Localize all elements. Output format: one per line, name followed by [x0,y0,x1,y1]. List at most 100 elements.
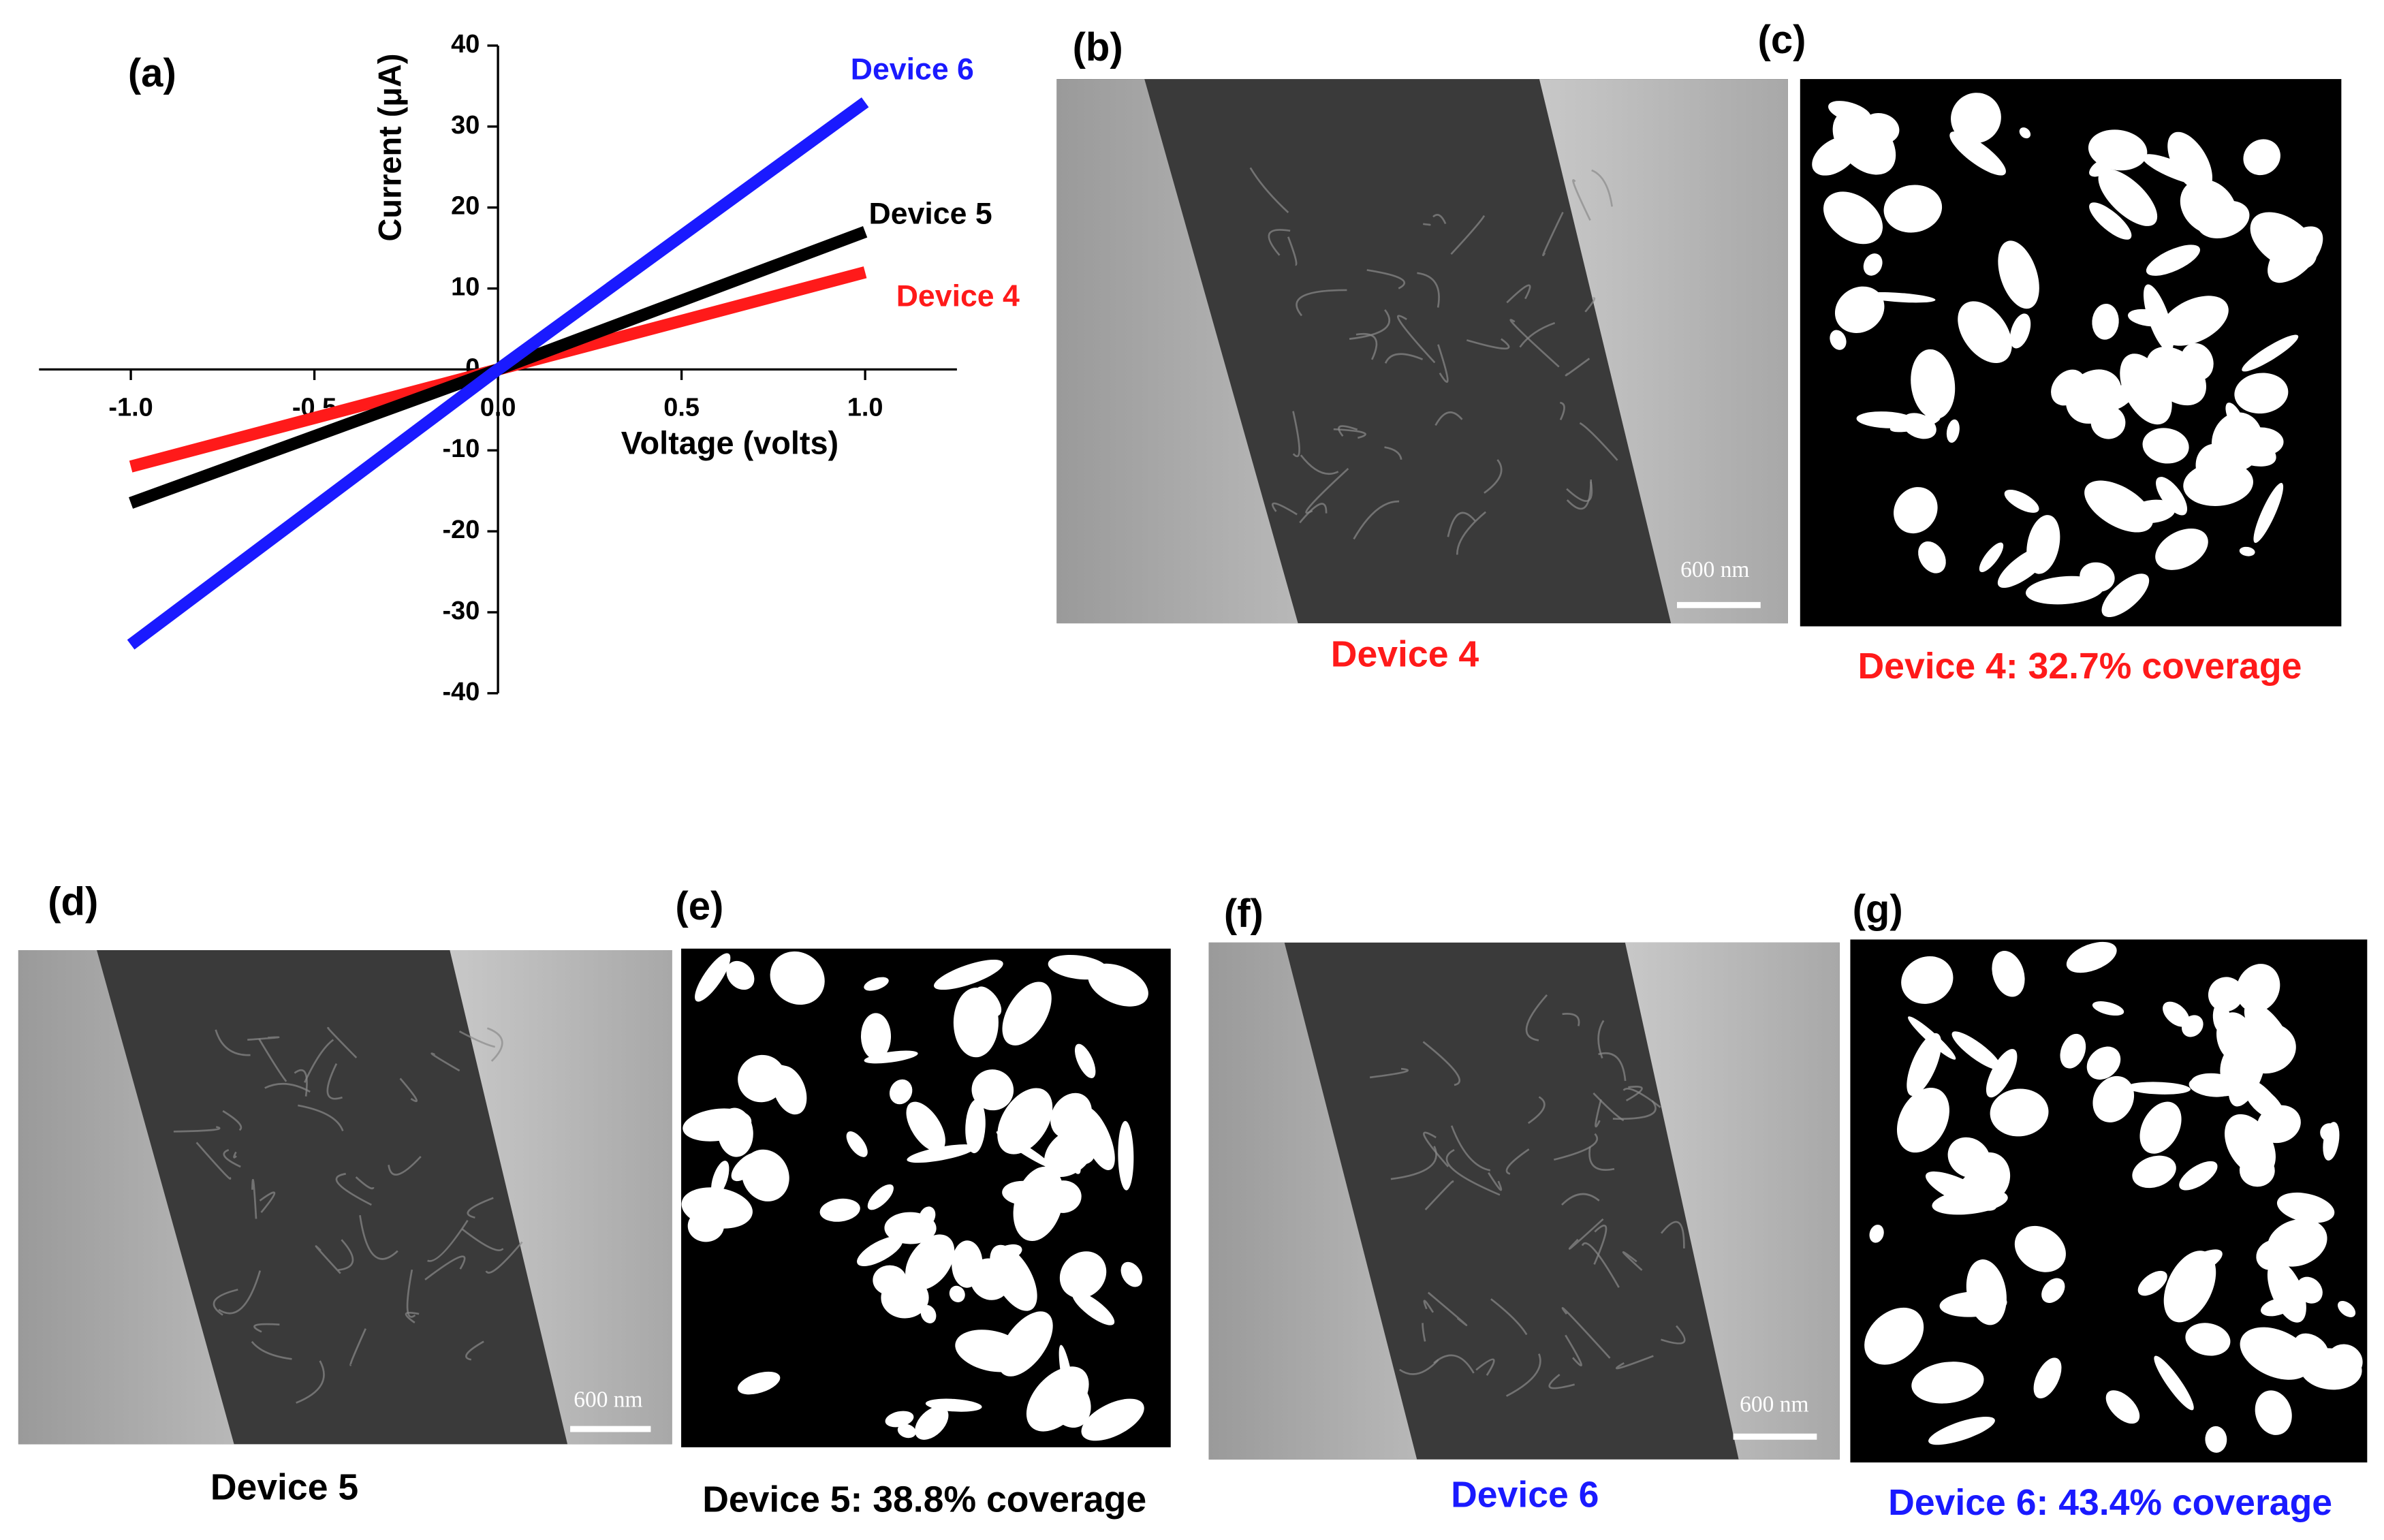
nanotube [1423,223,1431,226]
nanotube [1445,1149,1501,1196]
nanotube [215,1029,251,1056]
coverage-blob [2127,309,2168,327]
coverage-blob [953,988,999,1058]
coverage-blob [864,977,889,991]
nanotube [1593,1093,1625,1122]
nanotube [1299,503,1328,524]
coverage-blob [1986,1049,2018,1098]
nanotube [1300,454,1339,475]
coverage-blob [884,1212,937,1244]
coverage-blob [1911,349,1956,420]
nanotube [1422,1323,1426,1342]
coverage-blob [1049,1379,1091,1428]
y-tick-label: -30 [442,597,480,625]
nanotube [195,1142,232,1180]
nanotube [251,1178,257,1219]
coverage-blob [2300,1348,2362,1390]
nanotube [1249,167,1289,213]
nanotube [1579,422,1618,461]
nanotube [247,1036,280,1041]
coverage-blob [881,1276,929,1319]
nanotube [1661,1325,1686,1345]
nanotube [222,1110,242,1131]
coverage-blob [1863,253,1883,276]
nanotube [1519,321,1556,348]
coverage-blob [770,951,825,1005]
coverage-blob [2179,1161,2218,1191]
coverage-blob [1862,113,1900,144]
coverage-blob [965,1099,986,1154]
coverage-blob [2211,412,2263,472]
nanotube [1565,358,1590,377]
coverage-blob [1966,1152,2011,1202]
nanotube [486,1027,503,1062]
panel-image [1850,939,2368,1463]
coverage-blob [2041,1278,2065,1303]
nanotube [304,1039,334,1083]
nanotube [1396,315,1436,364]
coverage-blob [1896,1087,1949,1153]
coverage-blob [2004,489,2039,513]
panel-label: (e) [675,884,723,928]
coverage-blob [2267,1260,2306,1323]
coverage-blob [1072,1291,1115,1325]
panel-label: (g) [1853,887,1903,932]
scale-bar-label: 600 nm [1680,557,1749,582]
coverage-blob [2257,1105,2301,1144]
x-tick-label: 0.0 [480,393,516,422]
nanotube [1488,1172,1503,1191]
nanotube [1268,229,1291,256]
coverage-blob [772,1065,807,1115]
coverage-blob [998,1311,1053,1377]
coverage-blob [2183,461,2253,506]
nanotube [1432,214,1447,225]
nanotube [1505,1353,1541,1397]
nanotube [1598,1052,1627,1082]
coverage-blob [920,1304,937,1323]
coverage-blob [2156,477,2188,516]
nanotube [355,1176,375,1190]
nanotube [173,1126,221,1133]
nanotube [1565,1334,1582,1367]
electrode-right [1625,942,1840,1460]
nanotube [465,1340,484,1361]
nanotube [1434,411,1463,426]
nanotube [1506,284,1531,304]
coverage-blob [1869,1225,1884,1243]
x-tick-label: -1.0 [108,393,153,422]
nanotube [1548,1374,1575,1389]
coverage-blob [2155,528,2208,570]
coverage-blob [1951,1031,2001,1070]
nanotube [1562,1013,1580,1026]
nanotube [1422,1041,1461,1086]
coverage-blob [2101,573,2150,618]
nanotube [213,1289,238,1316]
y-tick-label: -20 [442,516,480,544]
coverage-blob [1118,1120,1134,1191]
coverage-blob [984,1083,1003,1103]
coverage-blob [1949,131,2006,176]
coverage-blob [695,953,731,1002]
coverage-blob [2108,378,2141,410]
nanotube [427,1219,469,1262]
coverage-blob [2014,1225,2066,1272]
nanotube [461,1228,504,1251]
coverage-blob [1002,981,1052,1046]
nanotube [349,1328,366,1366]
nanotube [1561,1307,1611,1359]
coverage-blob [1918,541,1946,573]
nanotube [1584,297,1596,313]
coverage-blob [1883,185,1943,233]
coverage-blob [2180,1249,2223,1276]
nanotube [1542,211,1564,257]
coverage-blob [1812,136,1858,176]
nanotube [335,1173,372,1206]
nanotube [1566,479,1593,510]
coverage-blob [1074,1043,1096,1078]
coverage-blob [864,1050,918,1064]
coverage-blob [1958,301,2012,364]
coverage-blob [2098,169,2158,226]
y-tick-label: 10 [451,273,480,302]
electrode-left [1056,79,1298,624]
panel-label: (a) [128,51,176,95]
